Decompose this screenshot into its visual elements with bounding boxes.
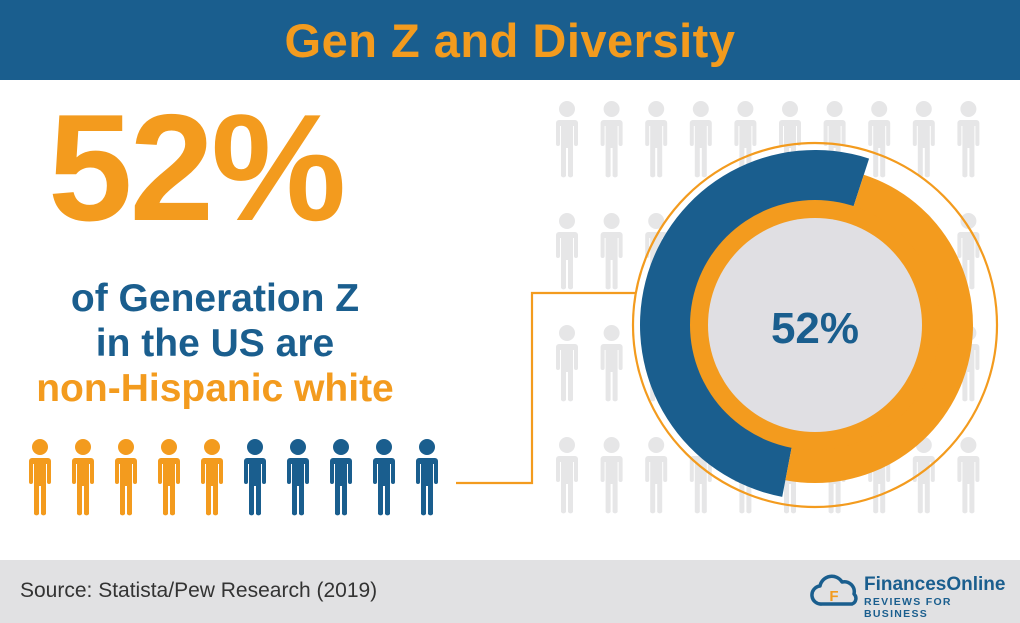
background-person-icon (556, 213, 578, 290)
connector-path (456, 291, 636, 485)
background-person-icon (600, 101, 623, 178)
background-person-icon (600, 325, 623, 402)
background-person-icon (600, 437, 623, 514)
background-person-icon (556, 325, 578, 402)
cloud-logo-icon: F (810, 574, 858, 606)
title-banner: Gen Z and Diversity (0, 0, 1020, 80)
background-person-icon (868, 101, 891, 178)
footer-bar: Source: Statista/Pew Research (2019) F F… (0, 560, 1020, 623)
source-text: Source: Statista/Pew Research (2019) (20, 579, 378, 602)
pictogram-person-icon (158, 439, 180, 516)
pictogram-person-icon (72, 439, 94, 516)
description-line-1: of Generation Z (70, 277, 360, 320)
pictogram-person-icon (29, 439, 51, 516)
svg-text:F: F (829, 588, 838, 605)
description-line-2: in the US are (95, 322, 335, 365)
pictogram-person-icon (244, 439, 266, 516)
donut-center (708, 218, 922, 432)
donut-outer-ring (631, 141, 999, 509)
donut-center-label: 52% (771, 304, 859, 353)
brand-name: FinancesOnline (864, 574, 1006, 595)
pictogram-person-icon (330, 439, 352, 516)
pictogram-person-icon (287, 439, 309, 516)
background-person-icon (556, 437, 578, 514)
pictogram-person-icon (115, 439, 137, 516)
background-person-icon (957, 101, 980, 178)
background-person-icon (645, 437, 668, 514)
background-person-icon (600, 213, 623, 290)
pictogram-person-icon (201, 439, 223, 516)
pictogram-person-icon (373, 439, 395, 516)
infographic-graphics: 52% (29, 101, 999, 516)
donut-chart (631, 141, 999, 509)
pictogram-people-row (29, 439, 438, 516)
background-person-icon (689, 101, 712, 178)
background-person-icon (912, 101, 935, 178)
pictogram-person-icon (416, 439, 438, 516)
page-title: Gen Z and Diversity (284, 13, 736, 67)
description: of Generation Z in the US are non-Hispan… (10, 276, 420, 411)
description-line-3: non-Hispanic white (36, 367, 394, 410)
background-person-icon (645, 101, 668, 178)
headline-percentage: 52% (48, 83, 346, 253)
brand-logo: F FinancesOnline REVIEWS FOR BUSINESS (810, 574, 1010, 620)
brand-tagline: REVIEWS FOR BUSINESS (864, 596, 952, 620)
connector-line (456, 291, 636, 485)
background-person-icon (556, 101, 578, 178)
background-person-icon (957, 437, 980, 514)
